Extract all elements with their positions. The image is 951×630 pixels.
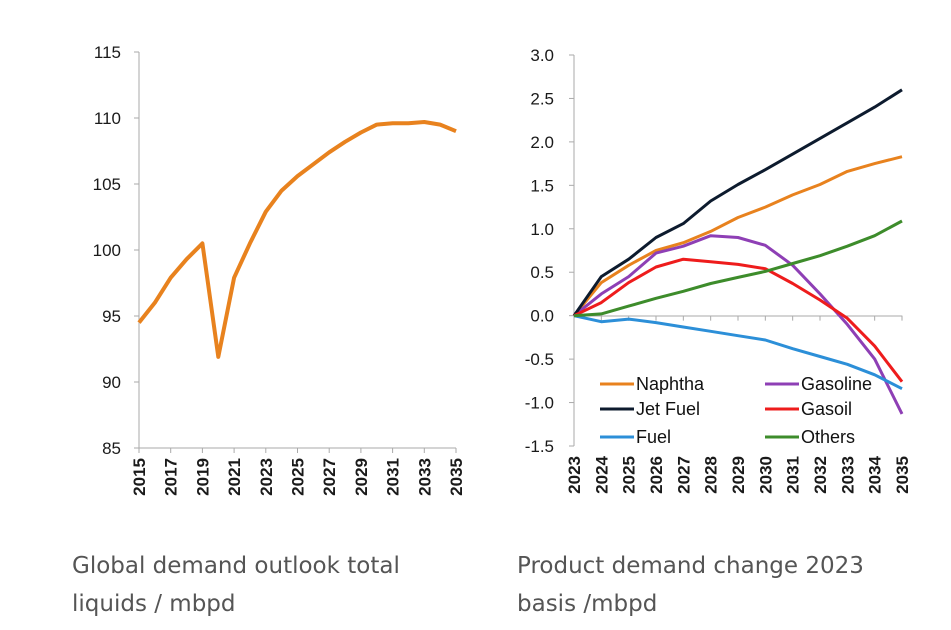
series-line-fuel — [573, 314, 903, 391]
y-tick-label: 1.0 — [530, 220, 554, 239]
y-tick-label: 0.0 — [530, 307, 554, 326]
y-tick-label: 100 — [93, 241, 121, 260]
legend-label-gasoline: Gasoline — [801, 374, 872, 394]
x-tick-label: 2023 — [257, 458, 276, 496]
x-tick-label: 2030 — [756, 456, 775, 494]
x-tick-label: 2025 — [620, 456, 639, 494]
y-tick-label: 105 — [93, 175, 121, 194]
x-tick-label: 2024 — [592, 455, 611, 493]
y-tick-label: 90 — [102, 373, 121, 392]
caption-product-demand-line-2: basis /mbpd — [517, 591, 658, 617]
x-tick-label: 2028 — [702, 456, 721, 494]
x-tick-label: 2025 — [289, 458, 308, 496]
x-tick-label: 2035 — [893, 456, 912, 494]
series-line-gasoline — [573, 234, 904, 415]
x-tick-label: 2035 — [447, 458, 466, 496]
x-tick-label: 2031 — [384, 458, 403, 496]
y-tick-label: 2.5 — [530, 89, 554, 108]
x-tick-label: 2031 — [784, 456, 803, 494]
legend-label-others: Others — [801, 427, 855, 447]
x-tick-label: 2029 — [352, 458, 371, 496]
global-demand-chart: 85 90 95 100 105 110 115 2015 2017 2019 2021 2023 2… — [93, 43, 466, 496]
caption-product-demand-line-1: Product demand change 2023 — [517, 553, 864, 579]
y-tick-label: 2.0 — [530, 133, 554, 152]
y-tick-label: 115 — [94, 43, 121, 62]
y-tick-label: 0.5 — [530, 263, 554, 282]
y-tick-label: 85 — [102, 439, 121, 458]
caption-product-demand: Product demand change 2023 basis /mbpd — [517, 547, 877, 623]
series-line-others — [573, 219, 903, 318]
x-tick-label: 2015 — [130, 458, 149, 496]
legend-label-fuel: Fuel — [636, 427, 671, 447]
caption-global-demand-line-2: liquids / mbpd — [72, 591, 236, 617]
x-tick-label: 2023 — [565, 456, 584, 494]
legend-label-gasoil: Gasoil — [801, 399, 852, 419]
x-tick-label: 2032 — [811, 456, 830, 494]
y-tick-label: 95 — [102, 307, 121, 326]
x-tick-label: 2027 — [674, 456, 693, 494]
legend-label-jet-fuel: Jet Fuel — [636, 399, 700, 419]
y-tick-label: -1.0 — [525, 394, 554, 413]
x-tick-label: 2019 — [193, 458, 212, 496]
legend-label-naphtha: Naphtha — [636, 374, 705, 394]
x-tick-label: 2026 — [647, 456, 666, 494]
y-tick-label: 1.5 — [530, 176, 554, 195]
y-tick-label: 3.0 — [530, 46, 554, 65]
x-tick-label: 2033 — [838, 456, 857, 494]
x-tick-label: 2029 — [729, 456, 748, 494]
x-tick-label: 2033 — [415, 458, 434, 496]
product-demand-chart: -1.5 -1.0 -0.5 0.0 0.5 1.0 1.5 2.0 2.5 3.0 2023 20… — [525, 46, 912, 494]
series-line-naphtha — [572, 155, 903, 317]
series-line-total-liquids — [137, 120, 457, 359]
caption-global-demand-line-1: Global demand outlook total — [72, 553, 400, 579]
x-tick-label: 2027 — [320, 458, 339, 496]
series-line-gasoil — [573, 257, 904, 383]
caption-global-demand: Global demand outlook total liquids / mb… — [72, 547, 432, 623]
series-line-jet-fuel — [572, 88, 903, 317]
x-tick-label: 2021 — [225, 458, 244, 496]
x-tick-label: 2017 — [162, 458, 181, 496]
y-tick-label: -1.5 — [525, 437, 554, 456]
y-tick-label: -0.5 — [525, 350, 554, 369]
x-tick-label: 2034 — [866, 455, 885, 493]
y-tick-label: 110 — [94, 109, 121, 128]
